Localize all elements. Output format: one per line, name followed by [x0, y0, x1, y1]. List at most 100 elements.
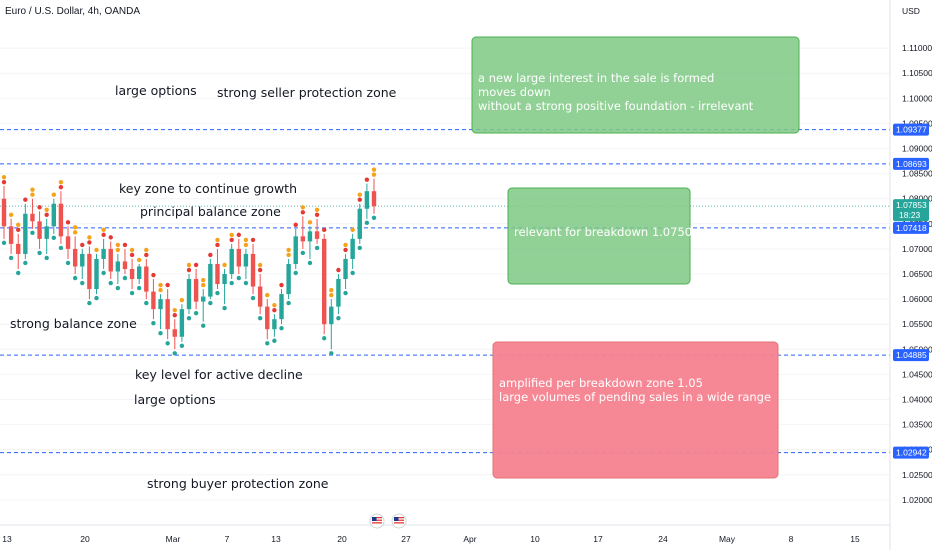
level-price-tag — [893, 157, 929, 170]
indicator-dot-high — [321, 227, 327, 233]
indicator-dot-high — [129, 252, 135, 258]
indicator-dot-low — [16, 270, 21, 276]
time-tick-label: 10 — [530, 534, 540, 544]
note-box-bottom[interactable]: amplified per breakdown zone 1.05 large … — [492, 341, 779, 479]
time-axis[interactable]: 13 20 Mar 7 13 20 27 Apr 10 17 24 May 8 15 — [2, 534, 860, 544]
annotation-seller-zone: strong seller protection zone — [217, 85, 397, 100]
candle-body — [236, 248, 242, 267]
time-tick-label: Mar — [166, 534, 181, 544]
annotation-buyer-zone: strong buyer protection zone — [147, 476, 329, 491]
note-box-top-rect — [471, 36, 800, 134]
candle-body — [1, 198, 7, 227]
time-tick-label: 7 — [225, 534, 230, 544]
level-price-tag-label: 1.09377 — [896, 125, 927, 135]
indicator-dot-low — [30, 230, 35, 236]
indicator-dot-high — [343, 242, 348, 248]
us-flag-icon[interactable] — [369, 513, 385, 529]
indicator-dot-high — [236, 232, 242, 238]
horizontal-levels[interactable] — [0, 129, 890, 454]
candle-body — [293, 236, 298, 264]
indicator-dot-high — [101, 227, 106, 233]
time-tick-label: 15 — [850, 534, 860, 544]
indicator-dot-high — [314, 207, 320, 212]
candle-body — [272, 319, 277, 330]
price-tick-label: 1.10000 — [902, 93, 932, 103]
indicator-dot-low — [279, 326, 284, 331]
indicator-dot-high — [229, 237, 234, 243]
candle-body — [72, 248, 78, 267]
candle-body — [371, 191, 377, 207]
candle-body — [158, 299, 163, 310]
candle-body — [336, 279, 341, 307]
level-price-tag — [893, 123, 929, 136]
annotation-large-options-bottom: large options — [134, 392, 216, 407]
indicator-dot-low — [1, 240, 7, 246]
price-tags: 1.09377 1.08693 1.07418 1.04885 1.02942 1.078… — [893, 123, 929, 459]
indicator-dot-high — [58, 184, 64, 190]
indicator-dot-high — [158, 287, 163, 293]
indicator-dot-low — [257, 315, 263, 321]
price-tick-label: 1.09500 — [902, 118, 932, 128]
indicator-dot-high — [179, 297, 185, 303]
price-tick-label: 1.03500 — [902, 420, 932, 430]
grid — [0, 47, 890, 501]
indicator-dot-high — [343, 247, 348, 253]
indicator-dot-high — [293, 222, 298, 228]
note-box-middle[interactable]: relevant for breakdown 1.0750 — [507, 187, 692, 285]
candle-body — [208, 263, 213, 297]
candle-body — [357, 208, 362, 239]
candle-body — [350, 238, 355, 259]
last-price-tag — [893, 199, 929, 222]
indicator-dot-high — [165, 282, 170, 288]
candle-body — [108, 248, 113, 272]
time-tick-label: 8 — [789, 534, 794, 544]
indicator-dot-high — [172, 307, 177, 313]
indicator-dot-low — [186, 315, 192, 321]
indicator-dot-high — [144, 252, 149, 258]
indicator-dot-high — [151, 272, 156, 278]
candle-body — [243, 253, 249, 267]
time-tick-label: 13 — [2, 534, 12, 544]
indicator-dot-low — [179, 343, 185, 348]
time-tick-label: 24 — [658, 534, 668, 544]
indicator-dots — [1, 167, 377, 356]
price-tick-label: 1.10500 — [902, 68, 932, 78]
candle-body — [300, 236, 306, 242]
candle-body — [44, 226, 49, 239]
indicator-dot-high — [87, 235, 92, 240]
indicator-dot-high — [16, 227, 21, 233]
indicator-dot-low — [236, 275, 242, 281]
indicator-dot-low — [101, 270, 106, 276]
time-tick-label: 17 — [593, 534, 603, 544]
indicator-dot-high — [115, 242, 121, 248]
indicator-dot-high — [94, 247, 99, 253]
note-box-bottom-line1: amplified per breakdown zone 1.05 — [499, 376, 703, 390]
indicator-dot-high — [286, 252, 291, 258]
indicator-dot-high — [186, 267, 192, 273]
indicator-dot-high — [186, 262, 192, 268]
level-price-tag-label: 1.07418 — [896, 223, 927, 233]
indicator-dot-high — [51, 192, 57, 197]
candle-body — [16, 243, 21, 254]
indicator-dot-high — [307, 220, 313, 225]
candle-body — [307, 231, 313, 242]
candle-body — [279, 294, 284, 320]
note-box-top[interactable]: a new large interest in the sale is form… — [471, 36, 800, 134]
indicator-dot-low — [129, 290, 135, 296]
indicator-dot-high — [336, 267, 341, 273]
indicator-dot-high — [58, 179, 64, 185]
indicator-dot-high — [265, 292, 270, 298]
candle-body — [179, 309, 185, 337]
price-tick-label: 1.08500 — [902, 169, 932, 179]
annotation-large-options-top: large options — [115, 83, 197, 98]
candle-body — [23, 213, 28, 254]
candle-body — [58, 203, 64, 237]
candle-body — [94, 258, 99, 290]
us-flag-icon[interactable] — [391, 513, 407, 529]
indicator-dot-low — [51, 235, 57, 241]
price-tick-label: 1.04500 — [902, 369, 932, 379]
indicator-dot-high — [136, 257, 142, 263]
indicator-dot-low — [307, 260, 313, 266]
indicator-dot-low — [243, 280, 249, 286]
